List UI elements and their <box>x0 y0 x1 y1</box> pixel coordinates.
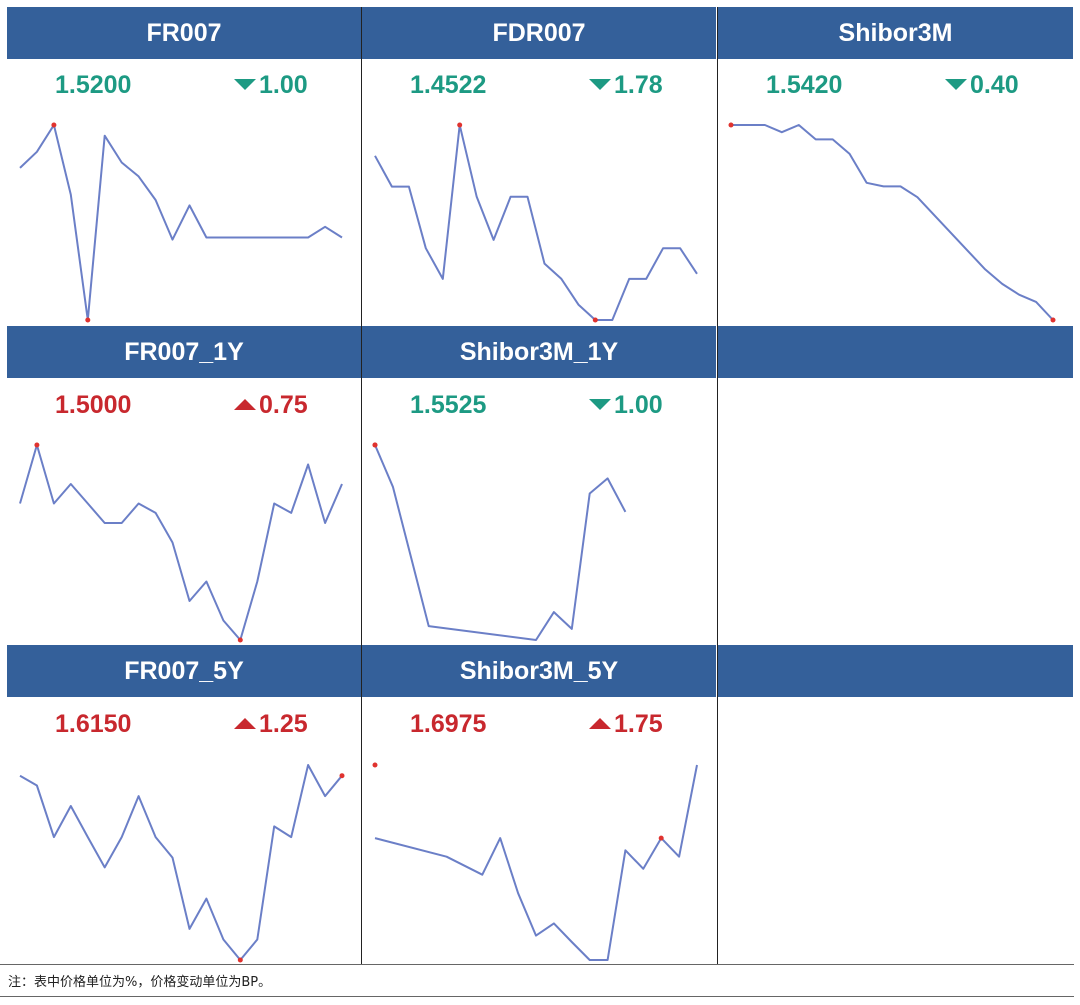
up-arrow-icon <box>589 717 611 729</box>
change-text: 1.25 <box>259 710 308 738</box>
price-value: 1.6150 <box>55 710 132 738</box>
change-value: 0.40 <box>945 70 1019 100</box>
series-line <box>374 444 627 641</box>
chart-title: Shibor3M <box>718 7 1073 59</box>
price-value: 1.4522 <box>410 71 487 99</box>
change-value: 1.00 <box>234 70 308 100</box>
extreme-point <box>658 835 664 841</box>
column-divider <box>361 7 362 965</box>
chart-title: FR007 <box>7 7 361 59</box>
extreme-point <box>728 122 734 128</box>
series-line <box>19 124 343 321</box>
extreme-point <box>372 442 378 448</box>
change-text: 0.40 <box>970 71 1019 99</box>
change-text: 1.00 <box>259 71 308 99</box>
extreme-point <box>51 122 57 128</box>
column-divider <box>717 7 718 965</box>
chart-title: Shibor3M_5Y <box>362 645 716 697</box>
extreme-point <box>237 637 243 643</box>
sparkline-chart <box>19 764 345 963</box>
series-line <box>19 444 343 641</box>
series-line <box>19 764 343 961</box>
chart-title: FR007_5Y <box>7 645 361 697</box>
price-value: 1.5420 <box>766 71 843 99</box>
change-value: 1.00 <box>589 390 663 420</box>
sparkline-chart <box>374 122 698 323</box>
extreme-point <box>457 122 463 128</box>
bottom-rule <box>0 964 1074 965</box>
change-text: 1.00 <box>614 391 663 419</box>
sparkline-chart <box>372 442 627 641</box>
sparkline-chart <box>19 122 343 323</box>
sparkline-chart <box>19 442 343 643</box>
series-line <box>731 124 1054 321</box>
price-value: 1.5525 <box>410 391 487 419</box>
extreme-point <box>85 317 91 323</box>
up-arrow-icon <box>234 398 256 410</box>
change-text: 1.75 <box>614 710 663 738</box>
down-arrow-icon <box>589 78 611 90</box>
extreme-point <box>339 773 345 779</box>
empty-header <box>718 645 1073 697</box>
series-line <box>374 764 698 961</box>
down-arrow-icon <box>234 78 256 90</box>
sparkline-chart <box>372 762 698 961</box>
footnote: 注：表中价格单位为%，价格变动单位为BP。 <box>8 975 272 990</box>
chart-title: Shibor3M_1Y <box>362 326 716 378</box>
extreme-point <box>1050 317 1056 323</box>
extreme-point <box>592 317 598 323</box>
extreme-point <box>34 442 40 448</box>
sparkline-chart <box>728 122 1056 323</box>
change-text: 0.75 <box>259 391 308 419</box>
change-value: 1.75 <box>589 709 663 739</box>
empty-header <box>718 326 1073 378</box>
price-value: 1.5200 <box>55 71 132 99</box>
footnote-rule <box>0 996 1074 997</box>
chart-title: FDR007 <box>362 7 716 59</box>
up-arrow-icon <box>234 717 256 729</box>
change-text: 1.78 <box>614 71 663 99</box>
down-arrow-icon <box>589 398 611 410</box>
down-arrow-icon <box>945 78 967 90</box>
price-value: 1.6975 <box>410 710 487 738</box>
series-line <box>374 124 698 321</box>
chart-title: FR007_1Y <box>7 326 361 378</box>
change-value: 0.75 <box>234 390 308 420</box>
extreme-point <box>372 762 378 768</box>
change-value: 1.78 <box>589 70 663 100</box>
change-value: 1.25 <box>234 709 308 739</box>
price-value: 1.5000 <box>55 391 132 419</box>
extreme-point <box>237 957 243 963</box>
